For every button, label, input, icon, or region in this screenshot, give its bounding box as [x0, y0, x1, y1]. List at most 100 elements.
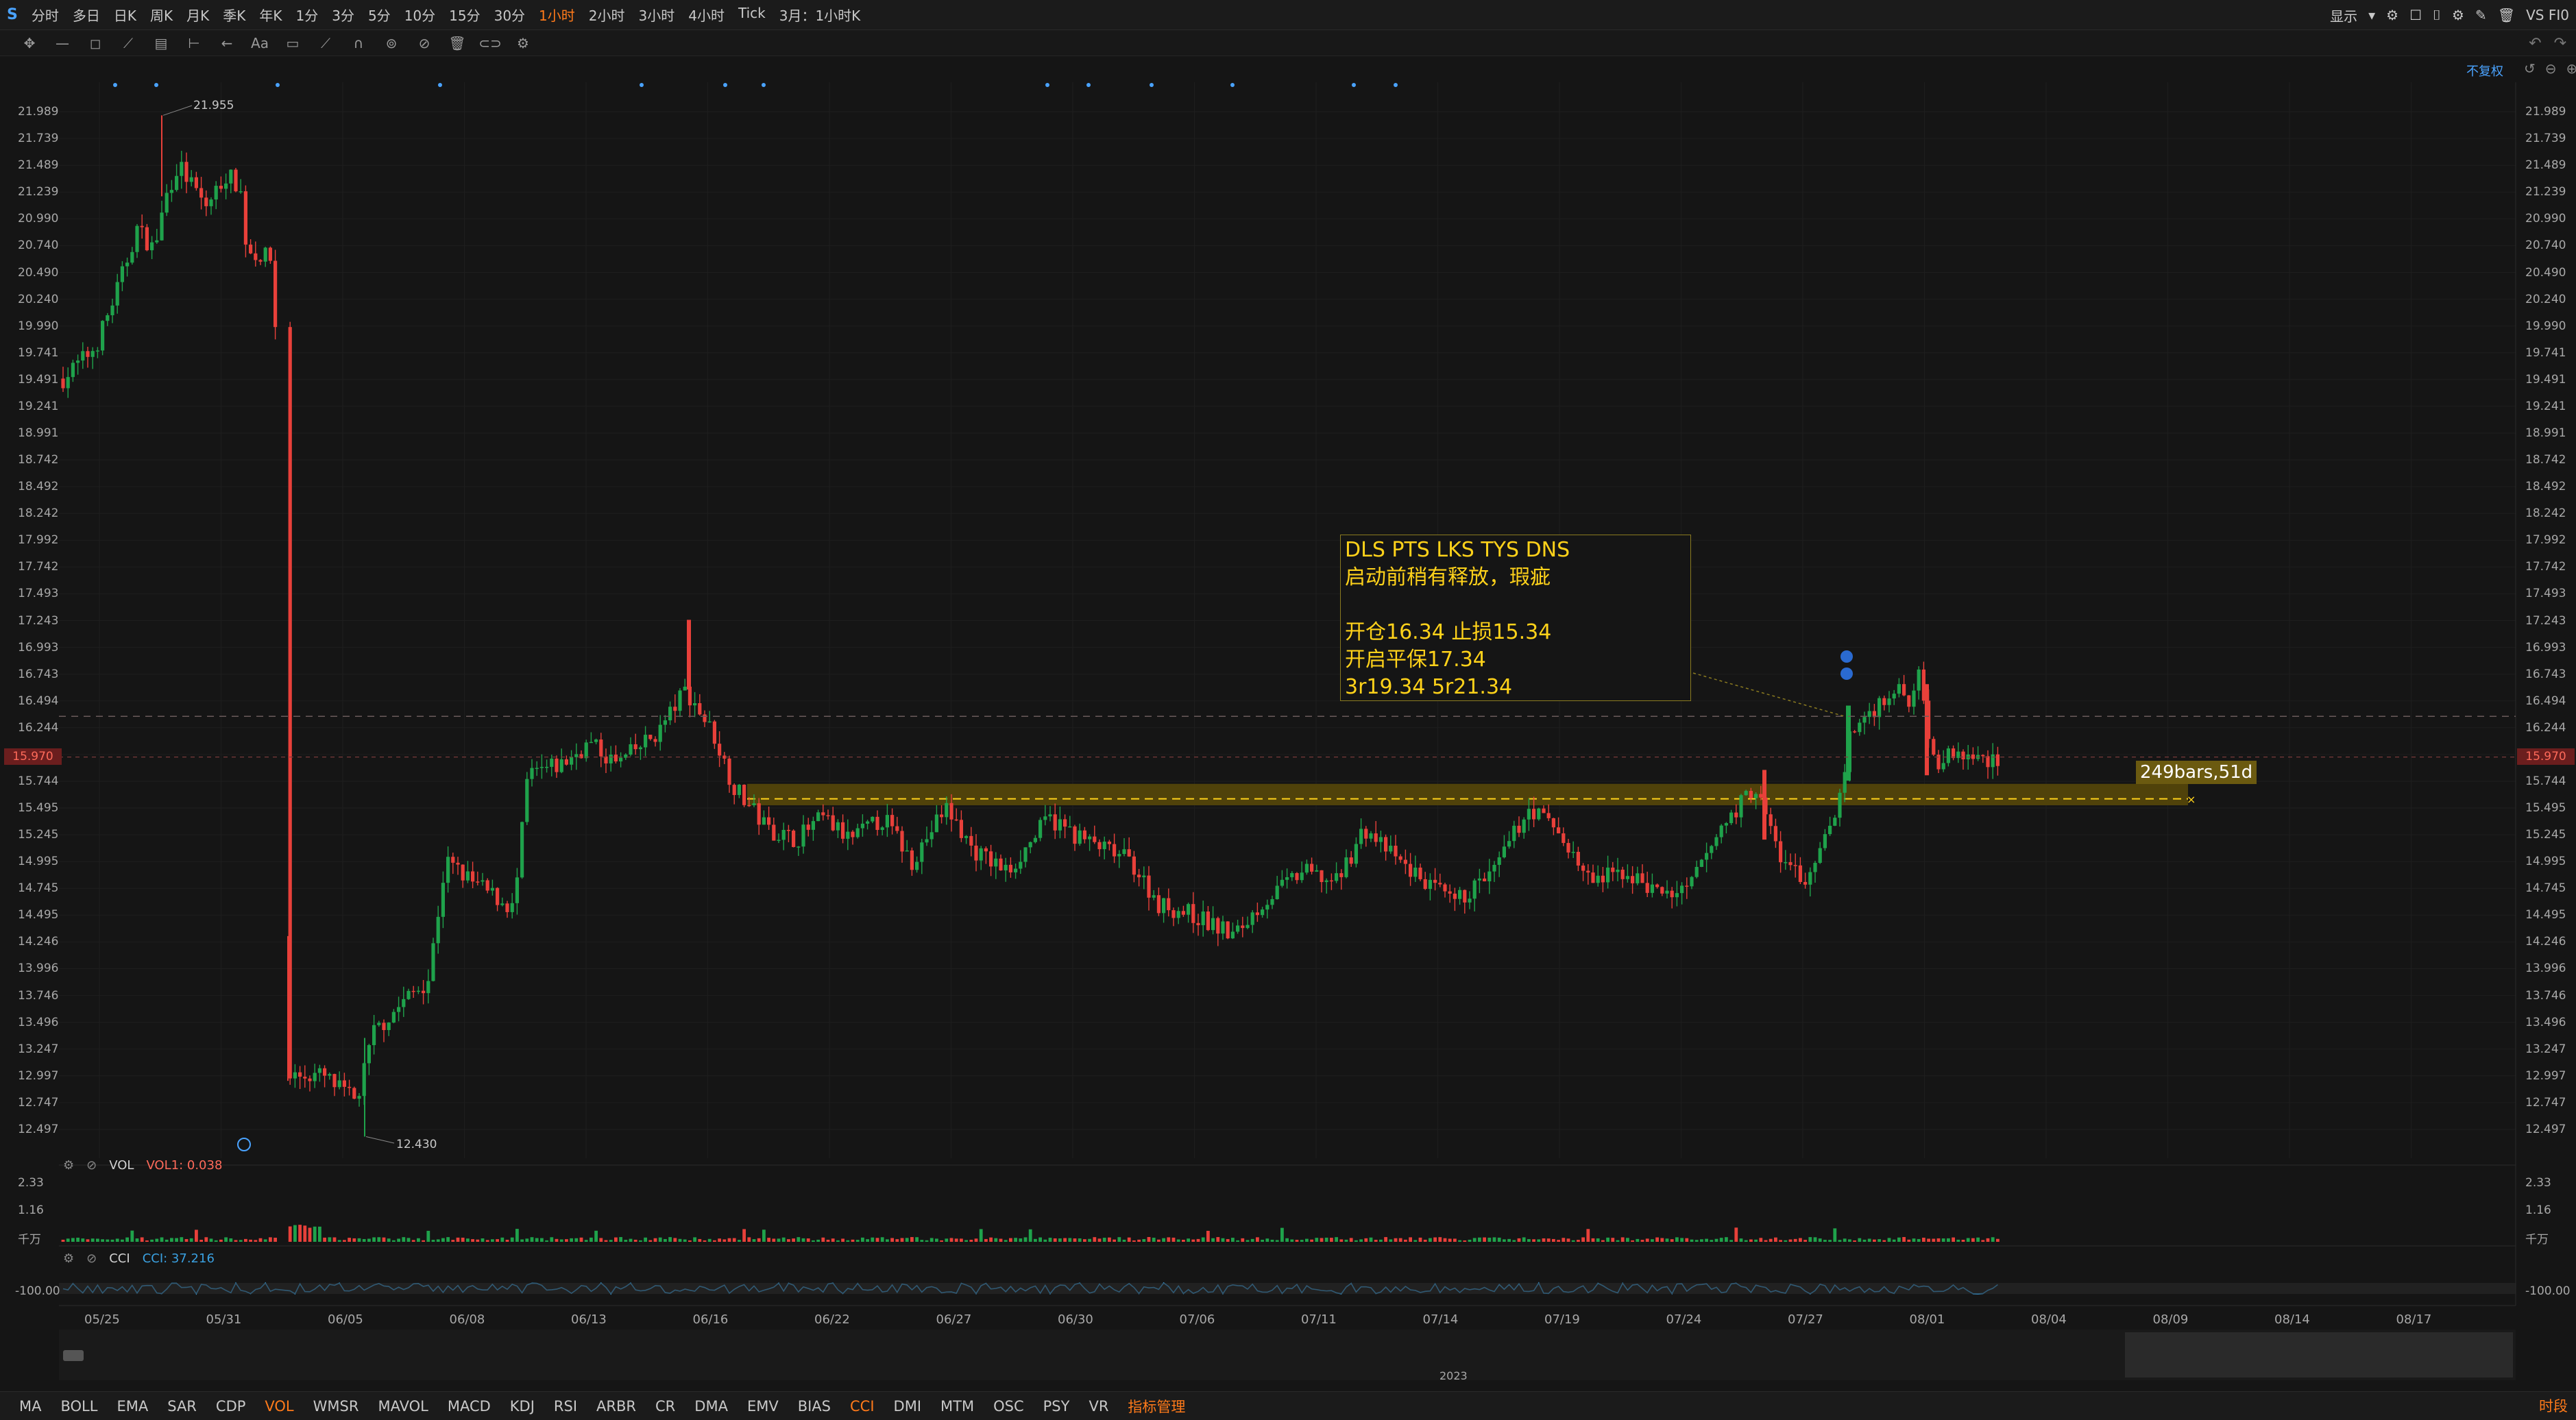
period-tab[interactable]: 2小时 — [588, 8, 625, 24]
indicator-tab[interactable]: BOLL — [60, 1397, 98, 1415]
candle-body — [910, 850, 914, 870]
navigator-handle[interactable] — [63, 1350, 84, 1361]
period-tab[interactable]: 分时 — [31, 8, 59, 24]
camera-icon[interactable]: ⌷ — [2433, 7, 2442, 23]
indicator-tab[interactable]: ARBR — [596, 1397, 637, 1415]
indicator-tab[interactable]: MACD — [447, 1397, 491, 1415]
undo-icon[interactable]: ↶ — [2529, 34, 2542, 52]
candle-body — [545, 766, 549, 768]
text-tool-icon[interactable]: Aa — [251, 34, 269, 51]
redo-icon[interactable]: ↷ — [2553, 34, 2566, 52]
volume-bar — [1369, 1237, 1373, 1242]
symbol-label[interactable]: VS FI0 — [2526, 7, 2569, 23]
rect-tool-icon[interactable]: ◻ — [89, 34, 101, 51]
adjust-mode[interactable]: 不复权 — [2466, 64, 2503, 79]
note-tool-icon[interactable]: ▭ — [286, 34, 300, 51]
support-zone-rect — [747, 783, 2188, 806]
period-tab[interactable]: 1小时 — [539, 8, 575, 24]
indicator-tab[interactable]: SAR — [167, 1397, 197, 1415]
tool-settings-icon[interactable]: ⚙ — [517, 34, 529, 51]
eye-icon[interactable]: ⊘ — [418, 34, 430, 51]
indicator-tab[interactable]: VR — [1089, 1397, 1109, 1415]
magnet-icon[interactable]: ∩ — [353, 34, 364, 51]
volume-bar — [456, 1237, 460, 1242]
link-icon[interactable]: ⊂⊃ — [478, 34, 502, 51]
period-tab[interactable]: 3小时 — [638, 8, 675, 24]
eye-icon[interactable]: ⊘ — [86, 1251, 97, 1266]
period-tab[interactable]: 月K — [186, 8, 210, 24]
indicator-tab[interactable]: DMI — [893, 1397, 922, 1415]
period-tab[interactable]: 3分 — [332, 8, 354, 24]
line-tool-icon[interactable]: — — [56, 34, 69, 51]
indicator-tab[interactable]: MA — [19, 1397, 42, 1415]
indicator-tab[interactable]: CR — [655, 1397, 676, 1415]
brush-tool-icon[interactable]: ⟋ — [321, 34, 330, 51]
candle-body — [204, 197, 208, 206]
chevron-down-icon[interactable]: ▾ — [2368, 7, 2376, 23]
indicator-tab[interactable]: PSY — [1043, 1397, 1070, 1415]
volume-bar — [757, 1238, 761, 1242]
range-navigator[interactable]: 2023 — [59, 1330, 2516, 1382]
lock-icon[interactable]: ⊚ — [385, 34, 398, 51]
delete-icon[interactable]: 🗑 — [448, 34, 466, 51]
indicator-tab[interactable]: KDJ — [509, 1397, 535, 1415]
crosshair-icon[interactable]: ✥ — [23, 34, 36, 51]
zoom-in-icon[interactable]: ⊕ — [2566, 60, 2576, 77]
candle-body — [357, 1096, 361, 1099]
indicator-tab[interactable]: CCI — [850, 1397, 875, 1415]
period-tab[interactable]: 4小时 — [688, 8, 725, 24]
period-tab[interactable]: 30分 — [494, 8, 526, 24]
period-tab[interactable]: 3月：1小时K — [779, 8, 861, 24]
pencil-icon[interactable]: ✎ — [2475, 7, 2487, 23]
volume-bar — [954, 1238, 958, 1242]
zoom-out-icon[interactable]: ⊖ — [2544, 60, 2557, 77]
trade-note[interactable]: DLS PTS LKS TYS DNS 启动前稍有释放，瑕疵 开仓16.34 止… — [1340, 535, 1691, 701]
trash-icon[interactable]: 🗑 — [2497, 7, 2516, 23]
eye-icon[interactable]: ⊘ — [86, 1158, 97, 1173]
period-tab[interactable]: 年K — [259, 8, 282, 24]
period-tab[interactable]: 日K — [113, 8, 136, 24]
candle-body — [1082, 830, 1086, 840]
indicator-tab[interactable]: 指标管理 — [1128, 1398, 1186, 1415]
indicator-tab[interactable]: VOL — [265, 1397, 294, 1415]
reset-icon[interactable]: ↺ — [2524, 60, 2536, 77]
volume-bar — [1497, 1237, 1501, 1242]
indicator-tab[interactable]: WMSR — [313, 1397, 359, 1415]
period-tab[interactable]: 季K — [223, 8, 246, 24]
candle-body — [184, 162, 189, 182]
indicator-tab[interactable]: MTM — [940, 1397, 975, 1415]
gear-icon[interactable]: ⚙ — [2386, 7, 2399, 23]
candle-body — [1680, 885, 1684, 894]
session-label[interactable]: 时段 — [2539, 1398, 2568, 1415]
volume-bar — [559, 1239, 563, 1242]
app-logo[interactable]: S — [7, 6, 18, 23]
gear-icon[interactable]: ⚙ — [63, 1158, 75, 1173]
period-tab[interactable]: 多日 — [72, 8, 100, 24]
indicator-tab[interactable]: CDP — [215, 1397, 246, 1415]
period-tab[interactable]: 1分 — [295, 8, 319, 24]
display-menu[interactable]: 显示 — [2330, 8, 2358, 25]
indicator-tab[interactable]: MAVOL — [378, 1397, 428, 1415]
gear-icon[interactable]: ⚙ — [63, 1251, 75, 1266]
indicator-tab[interactable]: OSC — [993, 1397, 1024, 1415]
measure-tool-icon[interactable]: ⊢ — [188, 34, 200, 51]
volume-bar — [875, 1238, 879, 1242]
period-tab[interactable]: 10分 — [404, 8, 436, 24]
indicator-tab[interactable]: EMA — [117, 1397, 149, 1415]
arrow-tool-icon[interactable]: ← — [221, 34, 233, 51]
polyline-tool-icon[interactable]: ⟋ — [123, 34, 133, 51]
settings-icon[interactable]: ⚙ — [2452, 7, 2464, 23]
period-tab[interactable]: 15分 — [449, 8, 481, 24]
indicator-tab[interactable]: DMA — [694, 1397, 728, 1415]
layout-icon[interactable]: ☐ — [2409, 7, 2422, 23]
indicator-tab[interactable]: EMV — [746, 1397, 779, 1415]
navigator-window[interactable] — [2125, 1332, 2513, 1378]
period-tab[interactable]: 5分 — [367, 8, 391, 24]
period-tab[interactable]: 周K — [149, 8, 173, 24]
indicator-tab[interactable]: BIAS — [797, 1397, 831, 1415]
period-tab[interactable]: Tick — [738, 5, 766, 21]
candle-body — [1694, 866, 1699, 877]
channel-tool-icon[interactable]: ▤ — [154, 34, 168, 51]
indicator-tab[interactable]: RSI — [553, 1397, 578, 1415]
